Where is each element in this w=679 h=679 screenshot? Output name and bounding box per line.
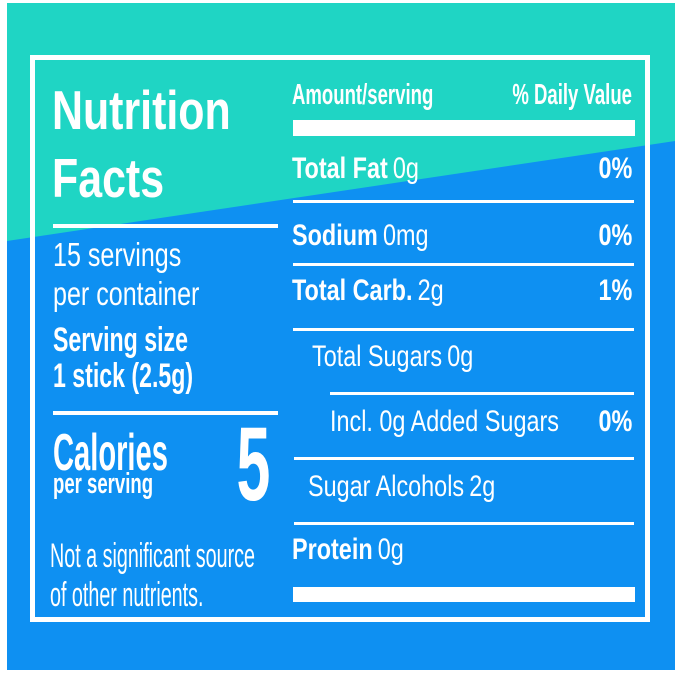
row-separator	[293, 200, 634, 203]
row-total-sugars: Total Sugars 0g	[312, 342, 519, 372]
row-protein-amount: 0g	[377, 533, 404, 566]
amount-per-serving-header: Amount/serving	[292, 79, 434, 111]
row-separator	[293, 328, 634, 331]
row-separator	[293, 263, 634, 266]
row-sugar-alcohols: Sugar Alcohols 2g	[308, 472, 548, 502]
calories-value: 5	[236, 406, 270, 523]
row-sugar-alcohols-label: Sugar Alcohols	[308, 470, 465, 503]
row-total-carb: Total Carb. 2g	[292, 276, 486, 306]
row-total-sugars-amount: 0g	[447, 340, 474, 373]
row-total-fat-amount: 0g	[392, 152, 419, 185]
row-separator-indented	[330, 392, 634, 395]
row-total-fat: Total Fat 0g	[292, 154, 455, 184]
servings-line-1: 15 servings	[53, 236, 182, 273]
title-divider	[53, 224, 278, 228]
calories-divider	[53, 411, 278, 415]
daily-value-header: % Daily Value	[512, 79, 632, 111]
row-sodium-label: Sodium	[292, 219, 378, 252]
serving-size-label: Serving size	[53, 321, 188, 359]
header-thick-bar	[293, 120, 635, 136]
row-total-sugars-label: Total Sugars	[312, 340, 443, 373]
calories-label: Calories	[53, 424, 168, 482]
row-protein: Protein 0g	[292, 535, 435, 565]
label-background-teal	[7, 3, 675, 670]
row-sodium-amount: 0mg	[382, 219, 429, 252]
footnote-line-2: of other nutrients.	[50, 576, 204, 614]
servings-line-2: per container	[53, 275, 200, 312]
serving-size-value: 1 stick (2.5g)	[53, 357, 194, 395]
label-frame	[30, 55, 650, 622]
row-added-sugars: Incl. 0g Added Sugars	[330, 407, 624, 437]
calories-sublabel: per serving	[53, 468, 154, 500]
row-total-carb-dv: 1%	[598, 274, 632, 307]
label-background-blue-diagonal	[7, 141, 675, 670]
row-total-fat-dv: 0%	[598, 152, 632, 185]
footer-thick-bar	[293, 587, 635, 602]
row-total-carb-label: Total Carb.	[292, 274, 413, 307]
row-protein-label: Protein	[292, 533, 373, 566]
row-sodium-dv: 0%	[598, 219, 632, 252]
row-separator	[294, 522, 634, 525]
row-separator	[294, 457, 634, 460]
row-sodium: Sodium 0mg	[292, 221, 467, 251]
row-total-fat-label: Total Fat	[292, 152, 388, 185]
title-line-2: Facts	[52, 147, 165, 209]
row-total-carb-amount: 2g	[417, 274, 444, 307]
row-added-sugars-label: Incl. 0g Added Sugars	[330, 405, 559, 438]
footnote-line-1: Not a significant source	[50, 537, 255, 575]
title-line-1: Nutrition	[52, 79, 231, 141]
row-added-sugars-dv: 0%	[598, 405, 632, 438]
row-sugar-alcohols-amount: 2g	[469, 470, 496, 503]
